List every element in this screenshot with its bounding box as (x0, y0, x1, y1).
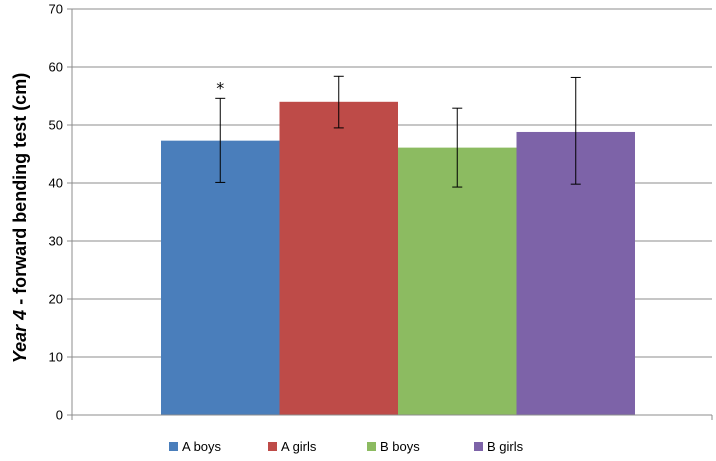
y-axis-label-rest: - forward bending test (cm) (10, 73, 30, 310)
bar (161, 140, 280, 415)
legend-swatch (367, 442, 376, 451)
y-tick-label: 10 (49, 350, 63, 365)
y-axis-label-italic: Year 4 (10, 310, 30, 363)
y-tick-label: 60 (49, 60, 63, 75)
error-bars (215, 75, 581, 188)
legend: A boys A girls B boys B girls (169, 439, 524, 454)
significance-marker: * (216, 78, 224, 97)
y-tick-label: 20 (49, 292, 63, 307)
y-axis-tick-labels: 0 10 20 30 40 50 60 70 (49, 2, 63, 423)
legend-label: A boys (182, 439, 222, 454)
legend-swatch (268, 442, 277, 451)
bars (161, 101, 635, 416)
y-tick-label: 30 (49, 234, 63, 249)
legend-label: B girls (487, 439, 524, 454)
y-tick-label: 0 (56, 408, 63, 423)
legend-swatch (474, 442, 483, 451)
legend-swatch (169, 442, 178, 451)
bar (279, 101, 398, 416)
annotations: * (216, 78, 224, 97)
y-tick-label: 50 (49, 118, 63, 133)
y-axis-label: Year 4 - forward bending test (cm) (10, 73, 30, 363)
y-tick-label: 70 (49, 2, 63, 17)
y-tick-label: 40 (49, 176, 63, 191)
axes (71, 9, 713, 420)
legend-label: A girls (281, 439, 317, 454)
bar (398, 147, 517, 415)
legend-label: B boys (380, 439, 420, 454)
